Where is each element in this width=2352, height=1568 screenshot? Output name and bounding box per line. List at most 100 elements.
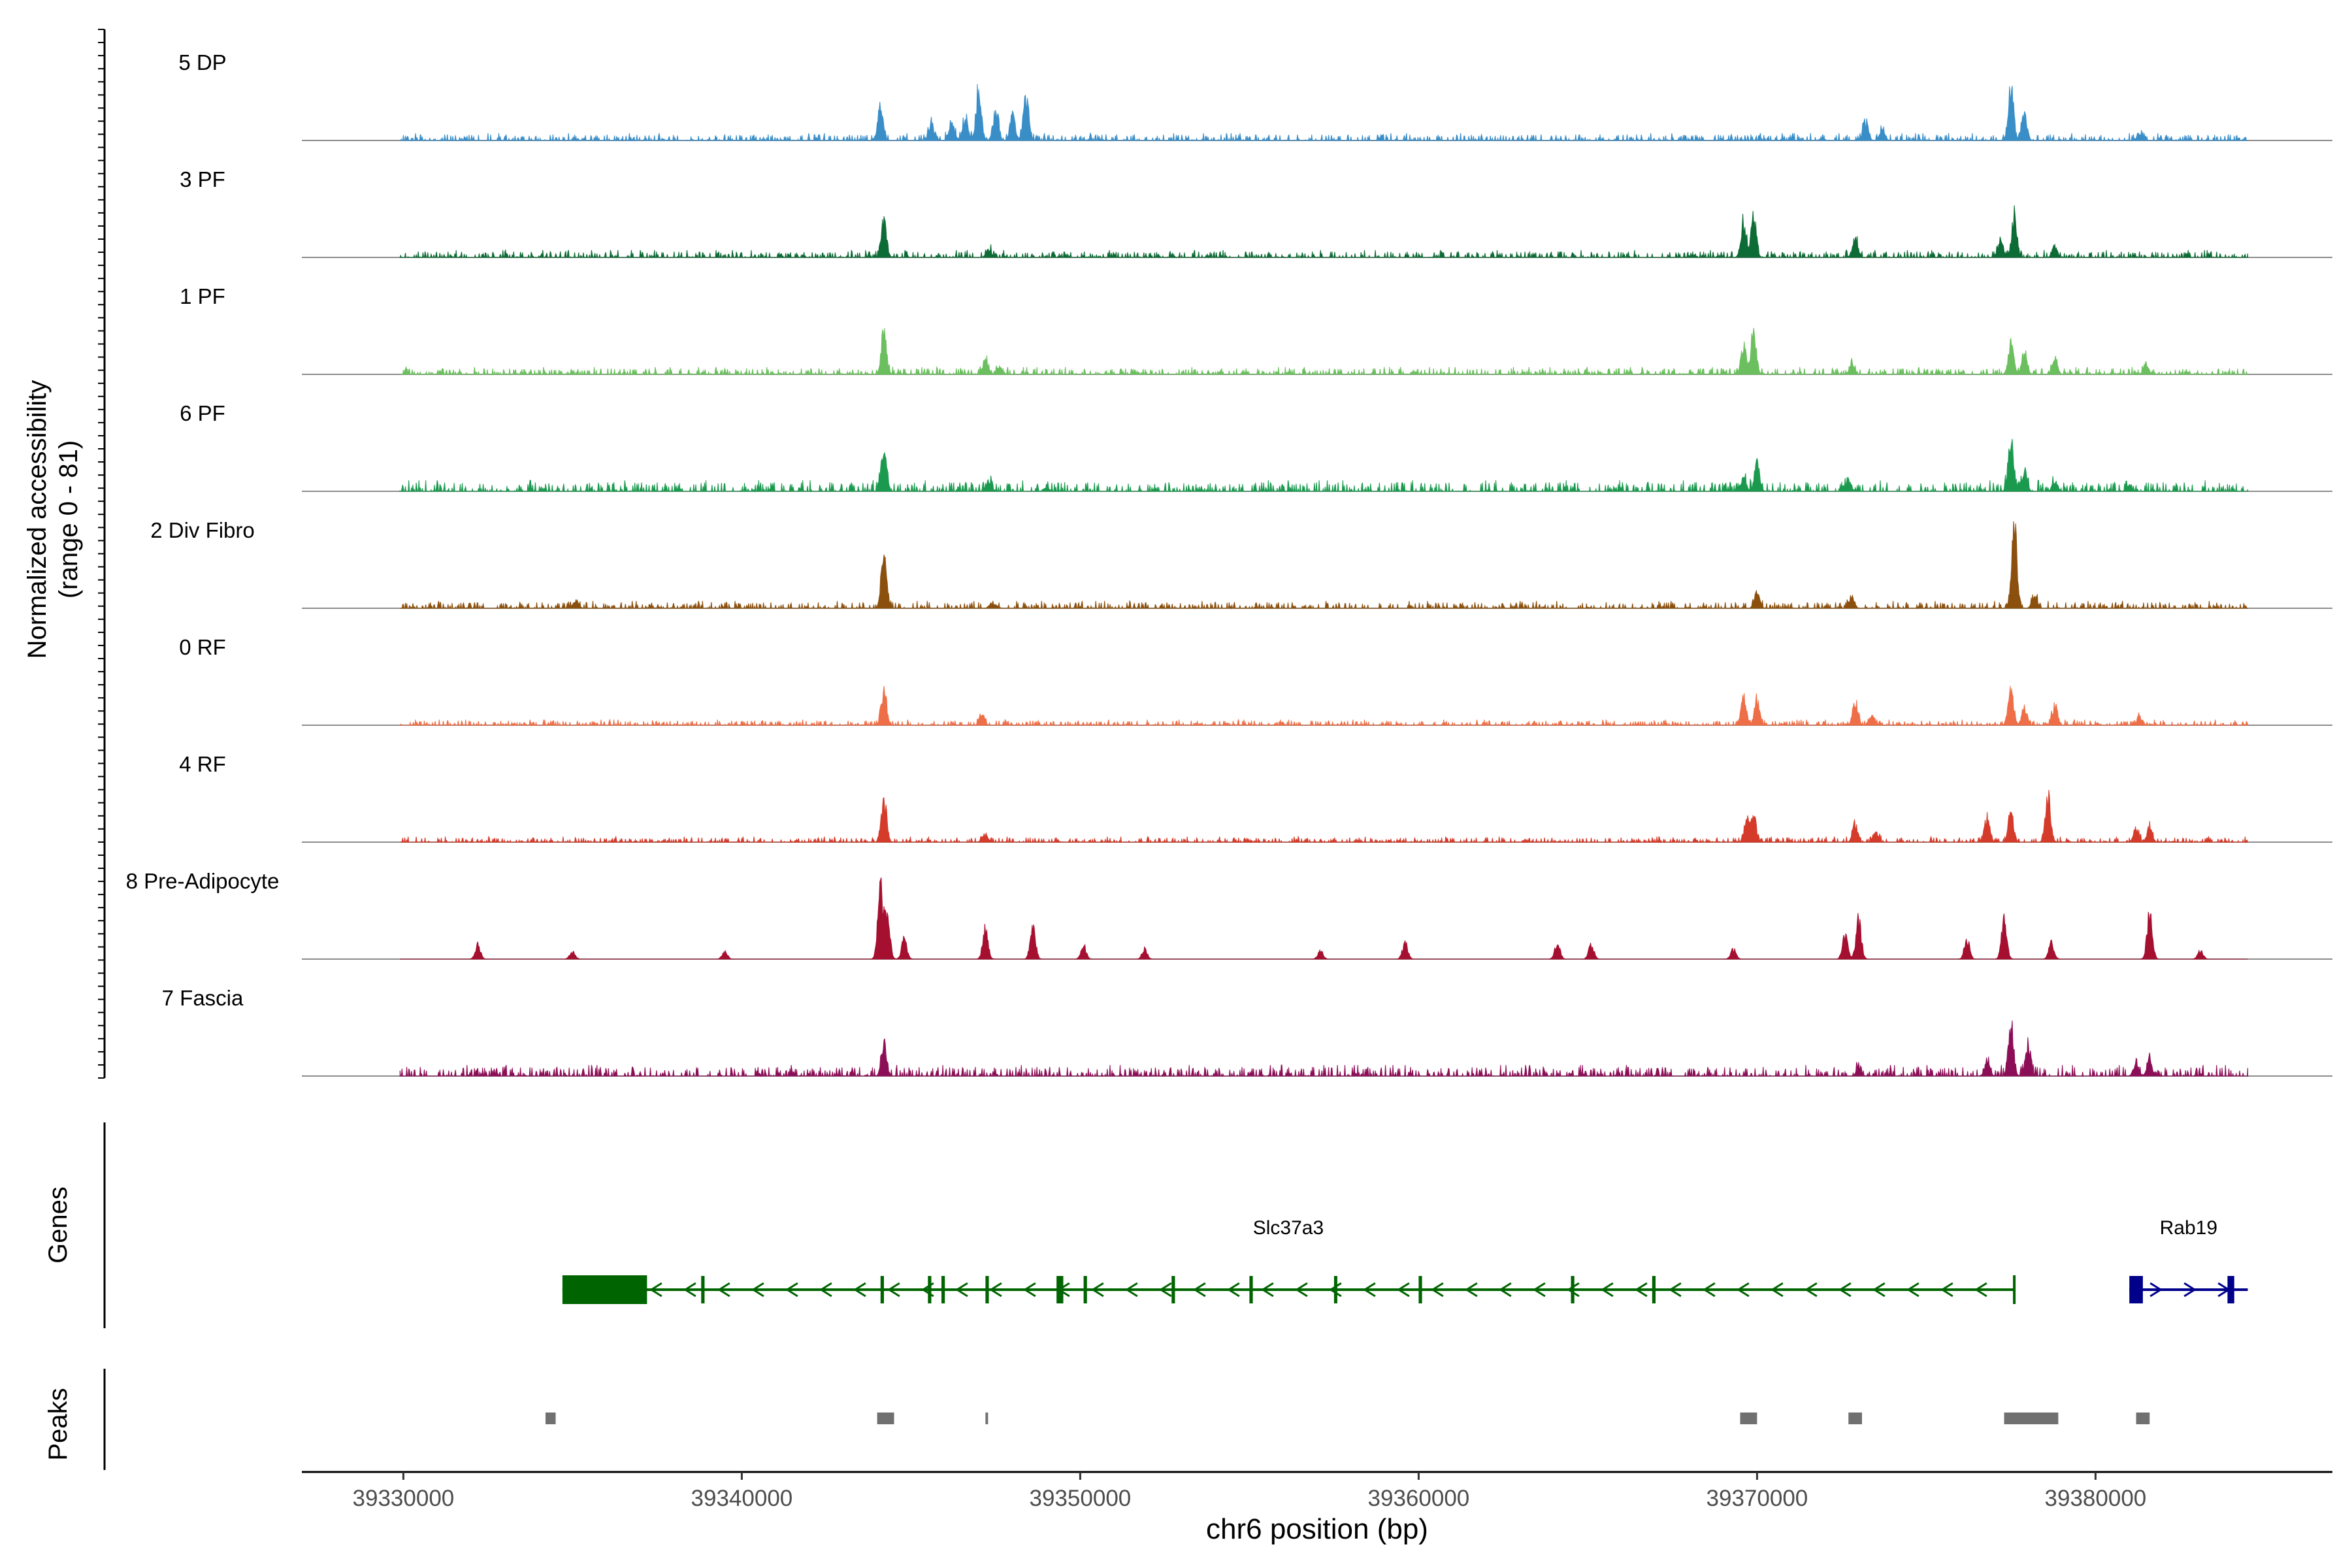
strand-arrow bbox=[1974, 1282, 1987, 1298]
strand-arrow bbox=[1771, 1282, 1784, 1298]
gene-exon bbox=[1249, 1276, 1253, 1303]
strand-arrow bbox=[1737, 1282, 1750, 1298]
track-label: 7 Fascia bbox=[162, 986, 244, 1010]
gene-annotations: Slc37a3 Rab19 bbox=[562, 1217, 2248, 1304]
strand-arrow bbox=[717, 1282, 730, 1298]
strand-arrow bbox=[683, 1282, 696, 1298]
coverage-track: 1 PF bbox=[180, 284, 2332, 376]
strand-arrow bbox=[989, 1282, 1002, 1298]
strand-arrow bbox=[785, 1282, 798, 1298]
coverage-tracks: 5 DP 3 PF 1 PF 6 PF 2 Div Fibro 0 RF 4 RF 8 Pre… bbox=[126, 50, 2332, 1077]
strand-arrow bbox=[1295, 1282, 1308, 1298]
strand-arrow bbox=[887, 1282, 900, 1298]
coverage-track: 7 Fascia bbox=[162, 986, 2332, 1077]
gene-exon bbox=[1083, 1276, 1087, 1303]
strand-arrow bbox=[751, 1282, 764, 1298]
track-label: 2 Div Fibro bbox=[150, 518, 255, 542]
strand-arrow bbox=[1601, 1282, 1614, 1298]
coverage-track: 0 RF bbox=[179, 635, 2332, 727]
gene-exon bbox=[2227, 1276, 2234, 1303]
x-tick-label: 39380000 bbox=[2045, 1486, 2147, 1511]
strand-arrow bbox=[1533, 1282, 1546, 1298]
gene-exon bbox=[880, 1276, 884, 1303]
strand-arrow bbox=[1805, 1282, 1818, 1298]
x-tick-label: 39330000 bbox=[353, 1486, 455, 1511]
coverage-area bbox=[400, 84, 2248, 142]
peak-region bbox=[1848, 1413, 1862, 1424]
gene-exon bbox=[1652, 1276, 1656, 1303]
track-label: 5 DP bbox=[178, 50, 226, 74]
strand-arrow bbox=[1703, 1282, 1716, 1298]
peak-region bbox=[545, 1413, 556, 1424]
gene-exon bbox=[2129, 1276, 2143, 1303]
gene-exon bbox=[701, 1276, 705, 1303]
strand-arrow bbox=[1431, 1282, 1444, 1298]
gene-exon bbox=[1171, 1276, 1175, 1303]
peak-regions bbox=[545, 1413, 2150, 1424]
coverage-y-axis bbox=[98, 29, 106, 1079]
gene-exon bbox=[1418, 1276, 1422, 1303]
strand-arrow bbox=[1023, 1282, 1036, 1298]
strand-arrow bbox=[1363, 1282, 1376, 1298]
gene-model: Slc37a3 bbox=[562, 1217, 2016, 1304]
strand-arrow bbox=[1567, 1282, 1580, 1298]
coverage-area bbox=[400, 521, 2248, 610]
strand-arrow bbox=[1261, 1282, 1274, 1298]
track-label: 8 Pre-Adipocyte bbox=[126, 869, 280, 893]
gene-exon bbox=[941, 1276, 945, 1303]
strand-arrow bbox=[1872, 1282, 1886, 1298]
strand-arrow bbox=[1227, 1282, 1240, 1298]
x-axis-title: chr6 position (bp) bbox=[1206, 1513, 1428, 1545]
track-label: 4 RF bbox=[179, 752, 226, 776]
coverage-track: 6 PF bbox=[180, 401, 2332, 493]
strand-arrow bbox=[1125, 1282, 1138, 1298]
strand-arrow bbox=[1091, 1282, 1104, 1298]
gene-exon bbox=[1056, 1276, 1064, 1303]
coverage-track: 8 Pre-Adipocyte bbox=[126, 869, 2332, 960]
strand-arrow bbox=[1635, 1282, 1648, 1298]
strand-arrow bbox=[1159, 1282, 1172, 1298]
x-tick-label: 39360000 bbox=[1368, 1486, 1470, 1511]
strand-arrow bbox=[1465, 1282, 1478, 1298]
gene-name-label: Rab19 bbox=[2160, 1217, 2217, 1239]
strand-arrow bbox=[1838, 1282, 1852, 1298]
coverage-area bbox=[400, 327, 2248, 376]
y-axis-title-line2: (range 0 - 81) bbox=[54, 440, 83, 598]
track-label: 1 PF bbox=[180, 284, 225, 308]
strand-arrow bbox=[2149, 1282, 2163, 1298]
coverage-area bbox=[399, 438, 2248, 493]
coverage-track: 3 PF bbox=[180, 167, 2332, 259]
gene-exon bbox=[562, 1275, 647, 1304]
strand-arrow bbox=[1499, 1282, 1512, 1298]
strand-arrow bbox=[1669, 1282, 1682, 1298]
gene-exon bbox=[928, 1276, 932, 1303]
peak-region bbox=[877, 1413, 894, 1424]
coverage-area bbox=[400, 877, 2248, 960]
genes-track-title: Genes bbox=[44, 1186, 73, 1264]
coverage-area bbox=[400, 789, 2249, 843]
peak-region bbox=[2004, 1413, 2059, 1424]
y-axis-title-line1: Normalized accessibility bbox=[23, 380, 52, 659]
x-axis: 39330000 39340000 39350000 39360000 39370000… bbox=[353, 1472, 2147, 1511]
x-tick-label: 39370000 bbox=[1707, 1486, 1808, 1511]
peak-region bbox=[2136, 1413, 2150, 1424]
peak-region bbox=[985, 1413, 988, 1424]
peak-region bbox=[1740, 1413, 1757, 1424]
strand-arrow bbox=[1193, 1282, 1206, 1298]
strand-arrow bbox=[1329, 1282, 1342, 1298]
gene-model: Rab19 bbox=[2129, 1217, 2248, 1303]
track-label: 0 RF bbox=[179, 635, 226, 659]
strand-arrow bbox=[2183, 1282, 2197, 1298]
gene-exon bbox=[1333, 1276, 1337, 1303]
track-label: 3 PF bbox=[180, 167, 225, 191]
coverage-area bbox=[399, 1020, 2248, 1077]
coverage-track: 2 Div Fibro bbox=[150, 518, 2332, 610]
gene-exon bbox=[985, 1276, 989, 1303]
strand-arrow bbox=[1906, 1282, 1919, 1298]
strand-arrow bbox=[853, 1282, 866, 1298]
x-tick-label: 39340000 bbox=[691, 1486, 793, 1511]
strand-arrow bbox=[1940, 1282, 1953, 1298]
strand-arrow bbox=[649, 1282, 662, 1298]
coverage-area bbox=[399, 205, 2248, 259]
